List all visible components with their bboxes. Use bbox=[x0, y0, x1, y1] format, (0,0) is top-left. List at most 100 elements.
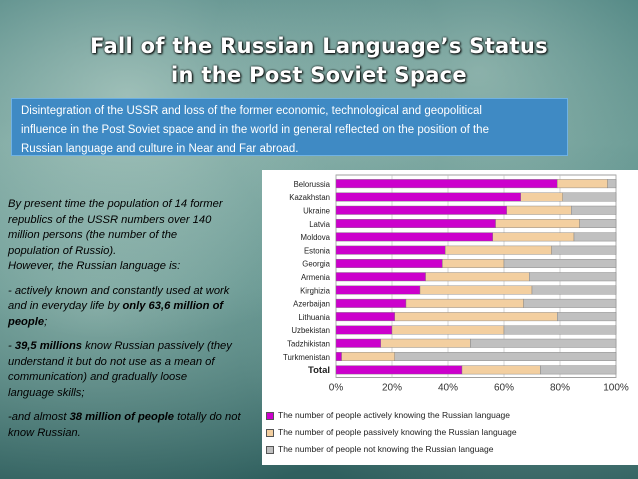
bar-segment bbox=[335, 338, 381, 348]
category-label: Uzbekistan bbox=[291, 326, 330, 335]
category-label: Turkmenistan bbox=[283, 353, 330, 362]
bar-segment bbox=[394, 312, 558, 322]
bar-segment bbox=[335, 352, 342, 362]
body-line: know Russian. bbox=[8, 426, 81, 439]
body-text-bold: 39,5 millions bbox=[14, 340, 82, 352]
bar-segment bbox=[341, 352, 395, 362]
bar-segment bbox=[503, 258, 617, 268]
body-text-run: -and almost bbox=[8, 411, 70, 423]
category-label: Lithuania bbox=[298, 313, 330, 322]
legend-label: The number of people not knowing the Rus… bbox=[278, 444, 494, 454]
body-line: people; bbox=[8, 315, 270, 331]
bar-segment bbox=[607, 179, 617, 189]
intro-line: Disintegration of the USSR and loss of t… bbox=[21, 105, 482, 117]
intro-text-box: Disintegration of the USSR and loss of t… bbox=[11, 98, 568, 156]
bar-segment bbox=[495, 219, 580, 228]
body-line: However, the Russian language is: bbox=[8, 260, 181, 272]
bar-segment bbox=[335, 298, 407, 308]
bar-segment bbox=[531, 285, 617, 295]
bar-segment bbox=[335, 232, 494, 242]
body-text-run: totally do not bbox=[174, 411, 241, 423]
x-tick-label: 100% bbox=[603, 383, 629, 394]
bar-segment bbox=[380, 338, 471, 348]
bar-segment bbox=[405, 298, 524, 308]
category-label: Armenia bbox=[301, 273, 331, 282]
body-text-run: and in everyday life by bbox=[8, 300, 123, 312]
bar-segment bbox=[557, 312, 617, 322]
bar-segment bbox=[335, 192, 522, 202]
bar-segment bbox=[557, 179, 608, 189]
intro-line: Russian language and culture in Near and… bbox=[21, 143, 299, 155]
bar-segment bbox=[425, 272, 530, 282]
body-line: understand it but do not use as a mean o… bbox=[8, 355, 215, 368]
bar-segment bbox=[419, 285, 533, 295]
body-text-run: know Russian passively (they bbox=[82, 340, 232, 352]
body-line: and in everyday life by only 63,6 millio… bbox=[8, 299, 270, 315]
x-tick-label: 40% bbox=[438, 383, 458, 394]
x-tick-label: 20% bbox=[382, 383, 402, 394]
body-text-run: - bbox=[8, 340, 15, 352]
category-label: Kirghizia bbox=[300, 286, 331, 295]
legend-label: The number of people passively knowing t… bbox=[278, 427, 517, 437]
bar-segment bbox=[503, 325, 617, 335]
category-label: Tadzhikistan bbox=[287, 339, 330, 348]
bar-segment bbox=[492, 232, 575, 242]
body-text: By present time the population of 14 for… bbox=[8, 197, 270, 441]
legend-swatch bbox=[266, 412, 274, 420]
category-label: Georgia bbox=[302, 260, 330, 269]
body-line: communication) and gradually loose bbox=[8, 371, 188, 383]
bar-segment bbox=[391, 325, 505, 335]
body-line: - 39,5 millions know Russian passively (… bbox=[8, 339, 270, 355]
body-text-bold: people bbox=[8, 315, 45, 328]
bar-segment bbox=[573, 232, 617, 242]
category-label: Latvia bbox=[309, 220, 330, 229]
bar-segment bbox=[562, 192, 617, 202]
bar-segment bbox=[335, 272, 426, 282]
category-label: Azerbaijan bbox=[293, 300, 330, 309]
bar-segment bbox=[335, 312, 395, 322]
bar-segment bbox=[335, 285, 421, 295]
bar-segment bbox=[444, 245, 552, 255]
bar-segment bbox=[579, 219, 617, 228]
category-label: Moldova bbox=[301, 233, 331, 242]
chart-panel: 0% 20% 40% 60% 80% 100% Belorussia Kazakhstan Uk… bbox=[262, 170, 638, 465]
legend-label: The number of people actively knowing th… bbox=[278, 410, 511, 420]
legend-swatch bbox=[266, 429, 274, 437]
slide-title-line2: in the Post Soviet Space bbox=[171, 63, 467, 87]
bar-segment bbox=[335, 258, 443, 268]
slide-title-line1: Fall of the Russian Language’s Status bbox=[90, 34, 548, 58]
body-text-bold: 38 million of people bbox=[69, 411, 174, 423]
bar-segment bbox=[506, 205, 572, 215]
body-text-bold: only 63,6 million of bbox=[122, 300, 224, 312]
category-label: Estonia bbox=[304, 246, 331, 255]
bar-segment bbox=[335, 205, 508, 215]
category-label: Total bbox=[308, 365, 330, 376]
body-line: million persons (the number of the bbox=[8, 229, 178, 241]
category-label: Ukraine bbox=[303, 206, 330, 215]
x-tick-label: 80% bbox=[550, 383, 570, 394]
bar-segment bbox=[461, 365, 541, 375]
intro-line: influence in the Post Soviet space and i… bbox=[21, 124, 489, 136]
bar-segment bbox=[442, 258, 505, 268]
bar-segment bbox=[335, 245, 446, 255]
bar-segment bbox=[523, 298, 617, 308]
bar-segment bbox=[335, 179, 558, 189]
body-line: republics of the USSR numbers over 140 bbox=[8, 213, 212, 226]
body-line: By present time the population of 14 for… bbox=[8, 198, 223, 210]
bar-segment bbox=[529, 272, 617, 282]
body-line: population of Russio). bbox=[8, 244, 117, 257]
legend-swatch bbox=[266, 446, 274, 454]
bar-segment bbox=[470, 338, 617, 348]
x-tick-label: 0% bbox=[329, 383, 344, 394]
bar-segment bbox=[540, 365, 617, 375]
bar-segment bbox=[551, 245, 617, 255]
category-label: Kazakhstan bbox=[289, 193, 330, 202]
bar-segment bbox=[394, 352, 617, 362]
bar-segment bbox=[571, 205, 617, 215]
bar-segment bbox=[335, 219, 496, 228]
body-line: -and almost 38 million of people totally… bbox=[8, 410, 270, 426]
category-label: Belorussia bbox=[294, 180, 331, 189]
body-text-run: ; bbox=[44, 315, 48, 328]
x-tick-label: 60% bbox=[494, 383, 514, 394]
bar-segment bbox=[335, 325, 393, 335]
